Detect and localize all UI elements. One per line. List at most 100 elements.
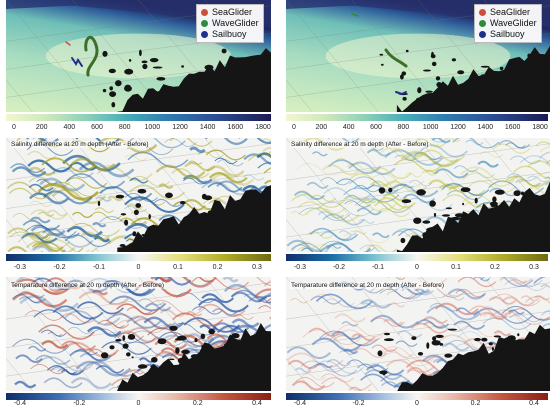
- colorbar-tick-label: -0.4: [293, 400, 307, 407]
- temperature-title-right: Temparature difference at 20 m depth (Af…: [290, 282, 446, 289]
- colorbar-tick-label: 1400: [199, 124, 216, 131]
- colorbar-tick-label: 0.2: [192, 400, 203, 407]
- legend-label: WaveGlider: [212, 18, 259, 28]
- colorbar-tick-label: 0: [415, 264, 419, 271]
- legend-label: WaveGlider: [490, 18, 537, 28]
- colorbar-tick-label: 0.1: [451, 264, 461, 271]
- waveglider-track-icon: [384, 48, 408, 68]
- land-mass: [378, 181, 550, 252]
- salinity-colorbar-right: [286, 254, 548, 261]
- colorbar-tick-label: -0.2: [332, 264, 346, 271]
- legend-right: SeaGlider WaveGlider Sailbuoy: [474, 4, 542, 43]
- sailbuoy-dot-icon: [479, 31, 486, 38]
- colorbar-tick-label: 0: [136, 264, 141, 271]
- legend-label: SeaGlider: [490, 7, 531, 17]
- colorbar-tick-label: 1600: [504, 124, 521, 131]
- temperature-title-left: Temparature difference at 20 m depth (Af…: [10, 282, 166, 289]
- colorbar-tick-label: -0.2: [53, 264, 66, 271]
- colorbar-tick-label: 200: [35, 124, 48, 131]
- salinity-map-left: [6, 138, 271, 252]
- temperature-map-left: [6, 277, 271, 391]
- temperature-map-right-svg: [286, 277, 550, 391]
- colorbar-tick-label: 0.4: [252, 400, 262, 407]
- temperature-colorbar-left: [6, 393, 271, 400]
- colorbar-tick-label: 400: [342, 124, 355, 131]
- depth-map-right: [286, 0, 550, 112]
- legend-item-waveglider: WaveGlider: [479, 18, 537, 29]
- colorbar-tick-label: 0.3: [252, 264, 262, 271]
- legend-item-sailbuoy: Sailbuoy: [201, 29, 259, 40]
- seaglider-track-icon: [351, 13, 359, 17]
- waveglider-dot-icon: [201, 20, 208, 27]
- colorbar-tick-label: 1800: [255, 124, 271, 131]
- salinity-map-right: [286, 138, 550, 252]
- salinity-colorbar-left: [6, 254, 271, 261]
- colorbar-tick-label: 1200: [172, 124, 188, 131]
- temperature-map-right: [286, 277, 550, 391]
- colorbar-tick-label: 0.1: [173, 264, 183, 271]
- sailbuoy-track-icon: [71, 57, 83, 67]
- colorbar-tick-label: -0.3: [293, 264, 307, 271]
- colorbar-tick-label: 1000: [144, 124, 161, 131]
- colorbar-tick-label: 0.4: [529, 400, 539, 407]
- salinity-map-left-svg: [6, 138, 271, 252]
- salinity-colorbar-ticks-right: -0.3 -0.2 -0.1 0 0.1 0.2 0.3: [286, 264, 548, 274]
- colorbar-tick-label: 1600: [227, 124, 244, 131]
- legend-label: Sailbuoy: [490, 29, 525, 39]
- colorbar-tick-label: -0.2: [352, 400, 365, 407]
- temperature-map-left-svg: [6, 277, 271, 391]
- waveglider-track-icon: [84, 35, 99, 77]
- salinity-title-right: Salinity difference at 20 m depth (After…: [290, 141, 430, 148]
- colorbar-tick-label: -0.4: [13, 400, 27, 407]
- land-mass: [102, 48, 271, 112]
- legend-item-sailbuoy: Sailbuoy: [479, 29, 537, 40]
- depth-colorbar-ticks-right: 0 200 400 600 800 1000 1200 1400 1600 1800: [286, 124, 548, 134]
- depth-map-right-svg: [286, 0, 550, 112]
- waveglider-dot-icon: [479, 20, 486, 27]
- legend-left: SeaGlider WaveGlider Sailbuoy: [196, 4, 264, 43]
- depth-colorbar-ticks-left: 0 200 400 600 800 1000 1200 1400 1600 1800: [6, 124, 271, 134]
- colorbar-tick-label: -0.2: [73, 400, 86, 407]
- colorbar-tick-label: 800: [397, 124, 410, 131]
- colorbar-tick-label: 0.2: [212, 264, 223, 271]
- map-grid: [286, 138, 550, 252]
- salinity-title-left: Salinity difference at 20 m depth (After…: [10, 141, 150, 148]
- colorbar-tick-label: 0: [292, 124, 296, 131]
- depth-colorbar-right: [286, 114, 548, 121]
- legend-label: Sailbuoy: [212, 29, 247, 39]
- seaglider-dot-icon: [201, 9, 208, 16]
- map-grid: [6, 277, 271, 391]
- colorbar-tick-label: 400: [63, 124, 76, 131]
- colorbar-tick-label: 1000: [422, 124, 439, 131]
- colorbar-tick-label: 0: [12, 124, 16, 131]
- colorbar-tick-label: 600: [370, 124, 382, 131]
- temperature-colorbar-right: [286, 393, 548, 400]
- legend-item-seaglider: SeaGlider: [201, 7, 259, 18]
- colorbar-tick-label: 1400: [477, 124, 494, 131]
- colorbar-tick-label: 0: [415, 400, 419, 407]
- colorbar-tick-label: 0.2: [490, 264, 500, 271]
- colorbar-tick-label: 1200: [450, 124, 466, 131]
- colorbar-tick-label: 200: [315, 124, 328, 131]
- colorbar-tick-label: -0.1: [371, 264, 385, 271]
- legend-label: SeaGlider: [212, 7, 253, 17]
- colorbar-tick-label: 800: [118, 124, 131, 131]
- land-mass: [377, 324, 550, 391]
- sailbuoy-dot-icon: [201, 31, 208, 38]
- colorbar-tick-label: 0.2: [470, 400, 481, 407]
- seaglider-track-icon: [65, 41, 71, 46]
- colorbar-tick-label: 0: [136, 400, 141, 407]
- legend-item-seaglider: SeaGlider: [479, 7, 537, 18]
- temperature-colorbar-ticks-left: -0.4 -0.2 0 0.2 0.4: [6, 400, 271, 410]
- colorbar-tick-label: -0.3: [13, 264, 27, 271]
- temperature-colorbar-ticks-right: -0.4 -0.2 0 0.2 0.4: [286, 400, 548, 410]
- colorbar-tick-label: 0.3: [529, 264, 539, 271]
- sailbuoy-track-icon: [395, 91, 407, 96]
- land-mass: [101, 323, 271, 391]
- colorbar-tick-label: 1800: [532, 124, 548, 131]
- legend-item-waveglider: WaveGlider: [201, 18, 259, 29]
- seaglider-dot-icon: [479, 9, 486, 16]
- salinity-colorbar-ticks-left: -0.3 -0.2 -0.1 0 0.1 0.2 0.3: [6, 264, 271, 274]
- salinity-map-right-svg: [286, 138, 550, 252]
- land-mass: [97, 185, 271, 252]
